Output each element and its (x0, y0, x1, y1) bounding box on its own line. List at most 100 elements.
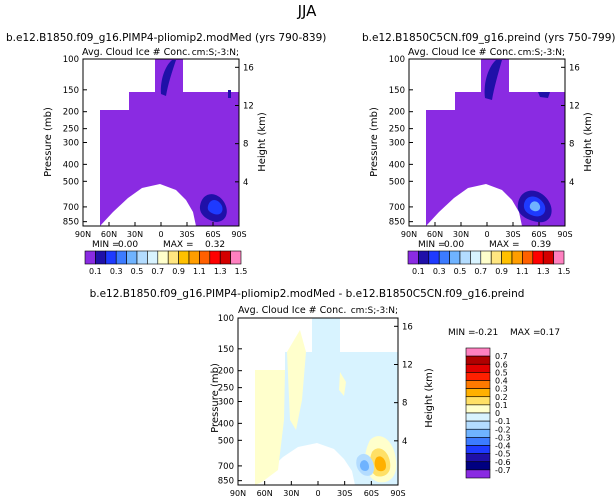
colorbar-swatch (554, 251, 564, 264)
panel-3: b.e12.B1850.f09_g16.PIMP4-pliomip2.modMe… (90, 288, 560, 498)
colorbar-swatch (429, 251, 439, 264)
panel-2-y2label: Height (km) (583, 112, 594, 172)
colorbar-swatch (158, 251, 168, 264)
colorbar-swatch (450, 251, 460, 264)
panel-1-max-label: MAX = (163, 240, 194, 250)
colorbar-label: 0.7 (474, 267, 487, 276)
y-tick-label: 700 (63, 203, 79, 213)
panel-2-title: b.e12.B1850C5CN.f09_g16.preind (yrs 750-… (362, 32, 615, 44)
y-tick-label: 250 (389, 125, 405, 135)
colorbar-label: 1.1 (516, 267, 529, 276)
y-tick-label: 850 (389, 218, 405, 228)
y-tick-label: 100 (63, 55, 79, 65)
panel-3-title: b.e12.B1850.f09_g16.PIMP4-pliomip2.modMe… (90, 288, 525, 300)
y-tick-label: 850 (63, 218, 79, 228)
figure-canvas: JJA b.e12.B1850.f09_g16.PIMP4-pliomip2.m… (0, 0, 615, 499)
colorbar-swatch (116, 251, 126, 264)
y2-tick-label: 8 (569, 140, 574, 150)
y2-tick-label: 12 (243, 101, 254, 111)
panel-3-min-label: MIN = (448, 328, 476, 338)
x-tick-label: 30S (337, 489, 352, 498)
x-tick-label: 0 (315, 489, 320, 498)
colorbar-swatch (491, 251, 501, 264)
panel-2-min-value: 0.00 (444, 240, 464, 250)
colorbar-label: 0.7 (151, 267, 164, 276)
panel-3-y2label: Height (km) (424, 368, 435, 428)
colorbar-swatch (189, 251, 199, 264)
panel-1-title: b.e12.B1850.f09_g16.PIMP4-pliomip2.modMe… (6, 32, 326, 44)
panel-1-min-value: 0.00 (118, 240, 138, 250)
colorbar-swatch (466, 421, 490, 429)
colorbar-swatch (512, 251, 522, 264)
colorbar-swatch (470, 251, 480, 264)
x-tick-label: 0 (484, 230, 489, 239)
panel-2: b.e12.B1850C5CN.f09_g16.preind (yrs 750-… (362, 32, 615, 276)
colorbar-swatch (466, 372, 490, 380)
colorbar-label: 0.9 (172, 267, 185, 276)
y-tick-label: 400 (389, 160, 405, 170)
panel-2-colorbar (408, 251, 564, 264)
colorbar-swatch (522, 251, 532, 264)
x-tick-label: 0 (158, 230, 163, 239)
panel-1-y2label: Height (km) (257, 112, 268, 172)
panel-3-right-label: cm:S;-3:N; (351, 306, 398, 316)
y2-tick-label: 4 (402, 437, 407, 447)
x-tick-label: 60S (364, 489, 379, 498)
panel-1-max-value: 0.32 (205, 240, 225, 250)
panel-3-max-label: MAX = (510, 328, 541, 338)
y2-tick-label: 16 (243, 63, 254, 73)
colorbar-swatch (466, 397, 490, 405)
panel-1-colorbar-labels: 0.1 0.3 0.5 0.7 0.9 1.1 1.3 1.5 (89, 267, 247, 276)
colorbar-label: 0.3 (433, 267, 446, 276)
colorbar-label: -0.7 (495, 466, 511, 475)
panel-2-left-label: Avg. Cloud Ice # Conc. (408, 47, 516, 58)
y-tick-label: 300 (63, 139, 79, 149)
panel-1-contour-small (228, 90, 231, 98)
colorbar-swatch (95, 251, 105, 264)
colorbar-label: 1.3 (214, 267, 227, 276)
colorbar-label: 0.9 (495, 267, 508, 276)
colorbar-label: 0.1 (89, 267, 102, 276)
colorbar-swatch (466, 381, 490, 389)
y-tick-label: 200 (389, 108, 405, 118)
panel-3-colorbar (466, 348, 490, 478)
panel-1: b.e12.B1850.f09_g16.PIMP4-pliomip2.modMe… (6, 32, 326, 276)
colorbar-swatch (127, 251, 137, 264)
colorbar-swatch (460, 251, 470, 264)
colorbar-swatch (466, 429, 490, 437)
colorbar-swatch (231, 251, 241, 264)
y2-tick-label: 4 (569, 178, 574, 188)
colorbar-swatch (179, 251, 189, 264)
y2-tick-label: 8 (402, 399, 407, 409)
panel-1-colorbar (85, 251, 241, 264)
colorbar-swatch (466, 437, 490, 445)
panel-1-min-label: MIN = (92, 240, 120, 250)
y2-tick-label: 12 (569, 101, 580, 111)
colorbar-swatch (466, 389, 490, 397)
colorbar-swatch (466, 348, 490, 356)
y-tick-label: 100 (389, 55, 405, 65)
panel-3-ylabel: Pressure (mb) (210, 363, 221, 433)
colorbar-label: 1.5 (235, 267, 248, 276)
panel-3-left-label: Avg. Cloud Ice # Conc. (238, 305, 346, 316)
x-tick-label: 90S (231, 230, 246, 239)
colorbar-label: 0.1 (412, 267, 425, 276)
y-tick-label: 500 (218, 436, 234, 446)
x-tick-label: 30S (505, 230, 520, 239)
panel-1-left-label: Avg. Cloud Ice # Conc. (82, 47, 190, 58)
colorbar-swatch (220, 251, 230, 264)
colorbar-swatch (408, 251, 418, 264)
y-tick-label: 300 (389, 139, 405, 149)
colorbar-swatch (199, 251, 209, 264)
season-title: JJA (297, 2, 318, 20)
panel-2-min-label: MIN = (418, 240, 446, 250)
y-tick-label: 200 (63, 108, 79, 118)
y2-tick-label: 4 (243, 178, 248, 188)
x-tick-label: 30N (283, 489, 299, 498)
x-tick-label: 60N (427, 230, 443, 239)
x-tick-label: 90N (75, 230, 91, 239)
y-tick-label: 100 (218, 314, 234, 324)
x-tick-label: 30S (179, 230, 194, 239)
colorbar-label: 0.5 (131, 267, 144, 276)
y-tick-label: 150 (63, 86, 79, 96)
